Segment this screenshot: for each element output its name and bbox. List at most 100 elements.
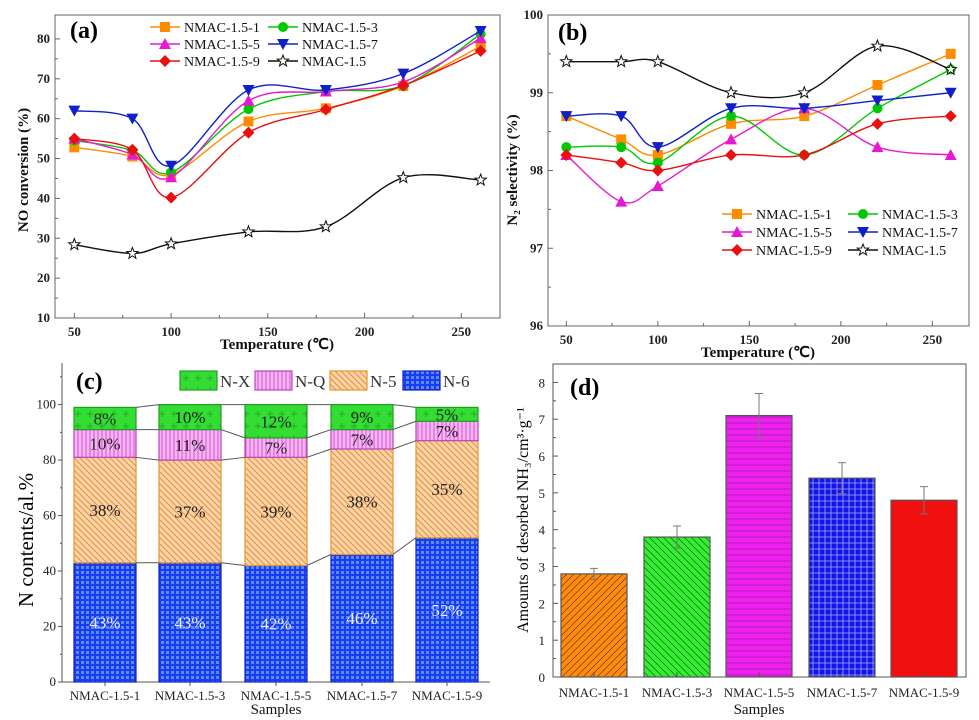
data-point-NMAC-1.5-5 (944, 148, 957, 160)
data-point-NMAC-1.5 (650, 54, 665, 68)
x-tick-label-d: NMAC-1.5-3 (642, 685, 712, 700)
panel-d: (d) Samples Amounts of desorbed NH₃/cm³·… (515, 363, 967, 718)
data-point-NMAC-1.5-9 (126, 143, 139, 156)
legend-swatch-N-5 (329, 370, 368, 391)
y-tick-label-c: 20 (43, 619, 56, 634)
legend-label-N-X: N-X (220, 372, 250, 391)
y-tick-label-a: 20 (37, 270, 50, 285)
data-point-NMAC-1.5-9 (798, 148, 811, 161)
y-tick-label-d: 1 (539, 633, 546, 648)
data-point-NMAC-1.5-9 (319, 103, 332, 116)
data-point-NMAC-1.5-1 (652, 149, 663, 160)
data-point-NMAC-1.5-3 (561, 142, 572, 153)
data-point-NMAC-1.5-5 (615, 195, 628, 207)
data-point-NMAC-1.5-9 (725, 148, 738, 161)
x-tick-label-a: 50 (68, 324, 81, 339)
data-point-NMAC-1.5-9 (397, 79, 410, 92)
y-tick-label-b: 96 (530, 318, 544, 333)
legend-marker-NMAC-1.5-5 (731, 226, 743, 237)
y-tick-label-a: 80 (37, 31, 50, 46)
x-tick-label-b: 50 (560, 332, 573, 347)
data-label-N-Q: 10% (89, 434, 120, 453)
data-point-NMAC-1.5 (559, 54, 574, 68)
connector-line-c (306, 553, 332, 566)
data-point-NMAC-1.5-9 (615, 156, 628, 169)
y-axis-title-b: N₂ selectivity (%) (505, 114, 521, 225)
data-label-N-Q: 7% (351, 430, 374, 449)
data-label-N-6: 43% (174, 613, 205, 632)
bar-NMAC-1.5-3 (643, 536, 711, 678)
x-axis-title-a: Temperature (℃) (220, 337, 334, 353)
y-tick-label-c: 100 (37, 397, 57, 412)
legend-marker-NMAC-1.5 (855, 242, 871, 257)
x-tick-label-c: NMAC-1.5-3 (155, 688, 225, 703)
data-point-NMAC-1.5 (241, 224, 256, 238)
y-tick-label-d: 7 (539, 412, 546, 427)
data-point-NMAC-1.5-5 (474, 32, 487, 44)
data-point-NMAC-1.5-5 (871, 141, 884, 153)
data-label-N-6: 46% (346, 609, 377, 628)
x-tick-label-d: NMAC-1.5-5 (724, 685, 794, 700)
legend-label-NMAC-1.5-9: NMAC-1.5-9 (184, 55, 260, 70)
legend-label-NMAC-1.5-5: NMAC-1.5-5 (756, 226, 832, 241)
legend-label-N-5: N-5 (370, 372, 396, 391)
data-point-NMAC-1.5 (473, 172, 488, 187)
y-axis-title-d: Amounts of desorbed NH₃/cm³·g⁻¹ (515, 407, 532, 633)
legend-marker-NMAC-1.5-9 (731, 244, 743, 256)
y-tick-label-d: 5 (539, 486, 546, 501)
y-axis-title-c: N contents/al.% (14, 473, 38, 607)
legend-label-NMAC-1.5: NMAC-1.5 (882, 244, 946, 259)
connector-line-c (220, 429, 246, 439)
bar-segment-N-X (330, 404, 394, 431)
bar-NMAC-1.5-5 (725, 414, 793, 678)
y-tick-label-c: 40 (43, 563, 56, 578)
legend-label-NMAC-1.5-3: NMAC-1.5-3 (882, 208, 958, 223)
connector-line-c (306, 448, 332, 458)
connector-line-c (392, 440, 417, 450)
data-point-NMAC-1.5-7 (725, 103, 738, 115)
series-line-NMAC-1.5 (74, 174, 481, 255)
legend-label-NMAC-1.5: NMAC-1.5 (302, 55, 366, 70)
connector-line-c (220, 562, 246, 566)
data-point-NMAC-1.5 (870, 38, 885, 53)
bar-segment-N-X (415, 406, 479, 422)
legend-marker-NMAC-1.5-7 (277, 39, 289, 50)
data-point-NMAC-1.5-7 (126, 113, 139, 125)
y-tick-label-a: 10 (37, 310, 50, 325)
data-point-NMAC-1.5-7 (560, 111, 573, 123)
data-point-NMAC-1.5-5 (165, 171, 178, 183)
bar-NMAC-1.5-9 (890, 499, 958, 678)
y-tick-label-a: 30 (37, 230, 50, 245)
legend-label-NMAC-1.5-3: NMAC-1.5-3 (302, 21, 378, 36)
plot-frame-a (54, 14, 501, 319)
data-point-NMAC-1.5-3 (616, 142, 627, 153)
bar-segment-N-6 (244, 564, 308, 683)
data-label-N-X: 10% (174, 408, 205, 427)
x-tick-label-a: 200 (355, 324, 375, 339)
bar-segment-N-5 (73, 456, 137, 564)
connector-line-c (135, 456, 160, 461)
legend-swatch-N-Q (254, 370, 293, 391)
y-tick-label-b: 100 (524, 7, 544, 22)
y-tick-label-a: 40 (37, 190, 50, 205)
data-point-NMAC-1.5-1 (616, 134, 627, 145)
data-point-NMAC-1.5-7 (615, 111, 628, 123)
connector-line-c (306, 429, 332, 439)
legend-label-NMAC-1.5-9: NMAC-1.5-9 (756, 244, 832, 259)
data-point-NMAC-1.5-3 (243, 104, 254, 115)
panel-label-c: (c) (76, 369, 103, 395)
data-label-N-Q: 7% (265, 439, 288, 458)
data-point-NMAC-1.5-7 (242, 84, 255, 96)
y-tick-label-b: 97 (530, 240, 544, 255)
panel-c: (c) Samples N contents/al.% 0 20 40 60 80 100… (14, 363, 490, 718)
x-tick-label-d: NMAC-1.5-9 (889, 685, 959, 700)
x-tick-label-c: NMAC-1.5-9 (412, 688, 482, 703)
series-line-NMAC-1.5 (566, 45, 951, 99)
data-label-N-X: 5% (436, 405, 459, 424)
legend-marker-NMAC-1.5 (275, 53, 291, 68)
data-point-NMAC-1.5-9 (474, 44, 487, 57)
panel-a: (a) Temperature (℃) NO conversion (%) 50… (16, 14, 501, 353)
data-point-NMAC-1.5-9 (944, 110, 957, 123)
y-tick-label-b: 99 (530, 85, 544, 100)
